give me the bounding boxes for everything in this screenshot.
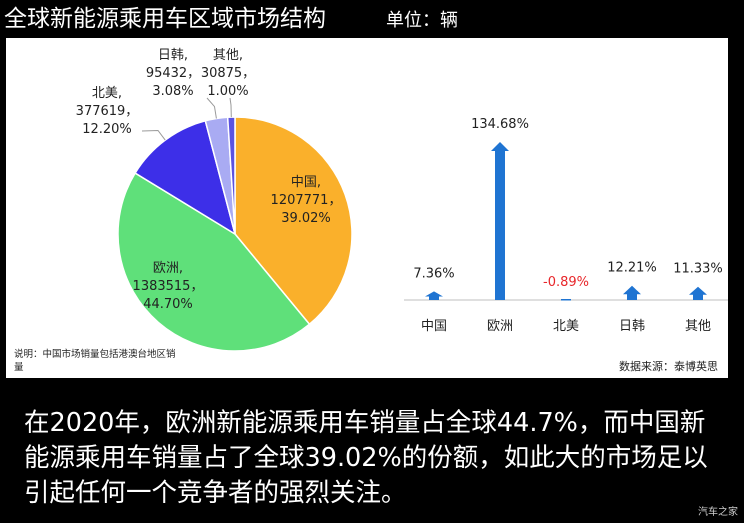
pie-label: 日韩, [158,48,188,63]
unit-label: 单位：辆 [386,10,458,31]
footnote: 说明：中国市场销量包括港澳台地区销量 [14,349,176,373]
category-label: 日韩 [619,319,645,334]
growth-arrow [491,142,509,300]
pie-label: 377619， [76,104,139,119]
pie-label: 中国, [291,175,321,190]
pie-label: 欧洲, [153,261,183,276]
value-label: 134.68% [471,117,529,132]
pie-label: 95432， [146,66,200,81]
category-label: 中国 [421,319,447,334]
pie-label: 3.08% [152,84,193,99]
pie-label: 1.00% [207,84,248,99]
growth-arrow [561,299,571,301]
page-title: 全球新能源乘用车区域市场结构 [4,6,326,32]
pie-label: 1207771， [271,193,342,208]
growth-arrow [689,286,707,300]
pie-label: 其他, [213,48,243,63]
value-label: 12.21% [607,261,657,276]
pie-label: 44.70% [143,297,193,312]
category-label: 北美 [553,319,579,334]
growth-arrow [623,285,641,300]
pie-label: 1383515， [133,279,204,294]
watermark: 汽车之家 [698,507,738,518]
value-label: 7.36% [413,266,454,281]
data-source: 数据来源：泰博英思 [619,360,718,373]
category-label: 欧洲 [487,319,513,334]
pie-slice [117,172,311,352]
value-label: -0.89% [543,275,589,290]
value-label: 11.33% [673,262,723,277]
pie-label: 北美, [92,86,122,101]
leader-line [229,97,232,118]
caption-text: 在2020年，欧洲新能源乘用车销量占全球44.7%，而中国新能源乘用车销量占了全… [24,408,708,508]
category-label: 其他 [685,319,711,334]
chart-panel: 中国, 1207771， 39.02% 欧洲, 1383515， 44.70% 北美, 377… [6,38,728,378]
header: 全球新能源乘用车区域市场结构 单位：辆 [0,0,744,40]
chart-canvas: 中国, 1207771， 39.02% 欧洲, 1383515， 44.70% 北美, 377… [76,48,728,352]
leader-line [206,97,217,119]
pie-label: 39.02% [281,211,331,226]
pie-label: 30875， [201,66,255,81]
leader-line [141,129,166,141]
growth-arrow [425,291,443,300]
pie-slice [234,116,353,326]
pie-label: 12.20% [82,122,132,137]
